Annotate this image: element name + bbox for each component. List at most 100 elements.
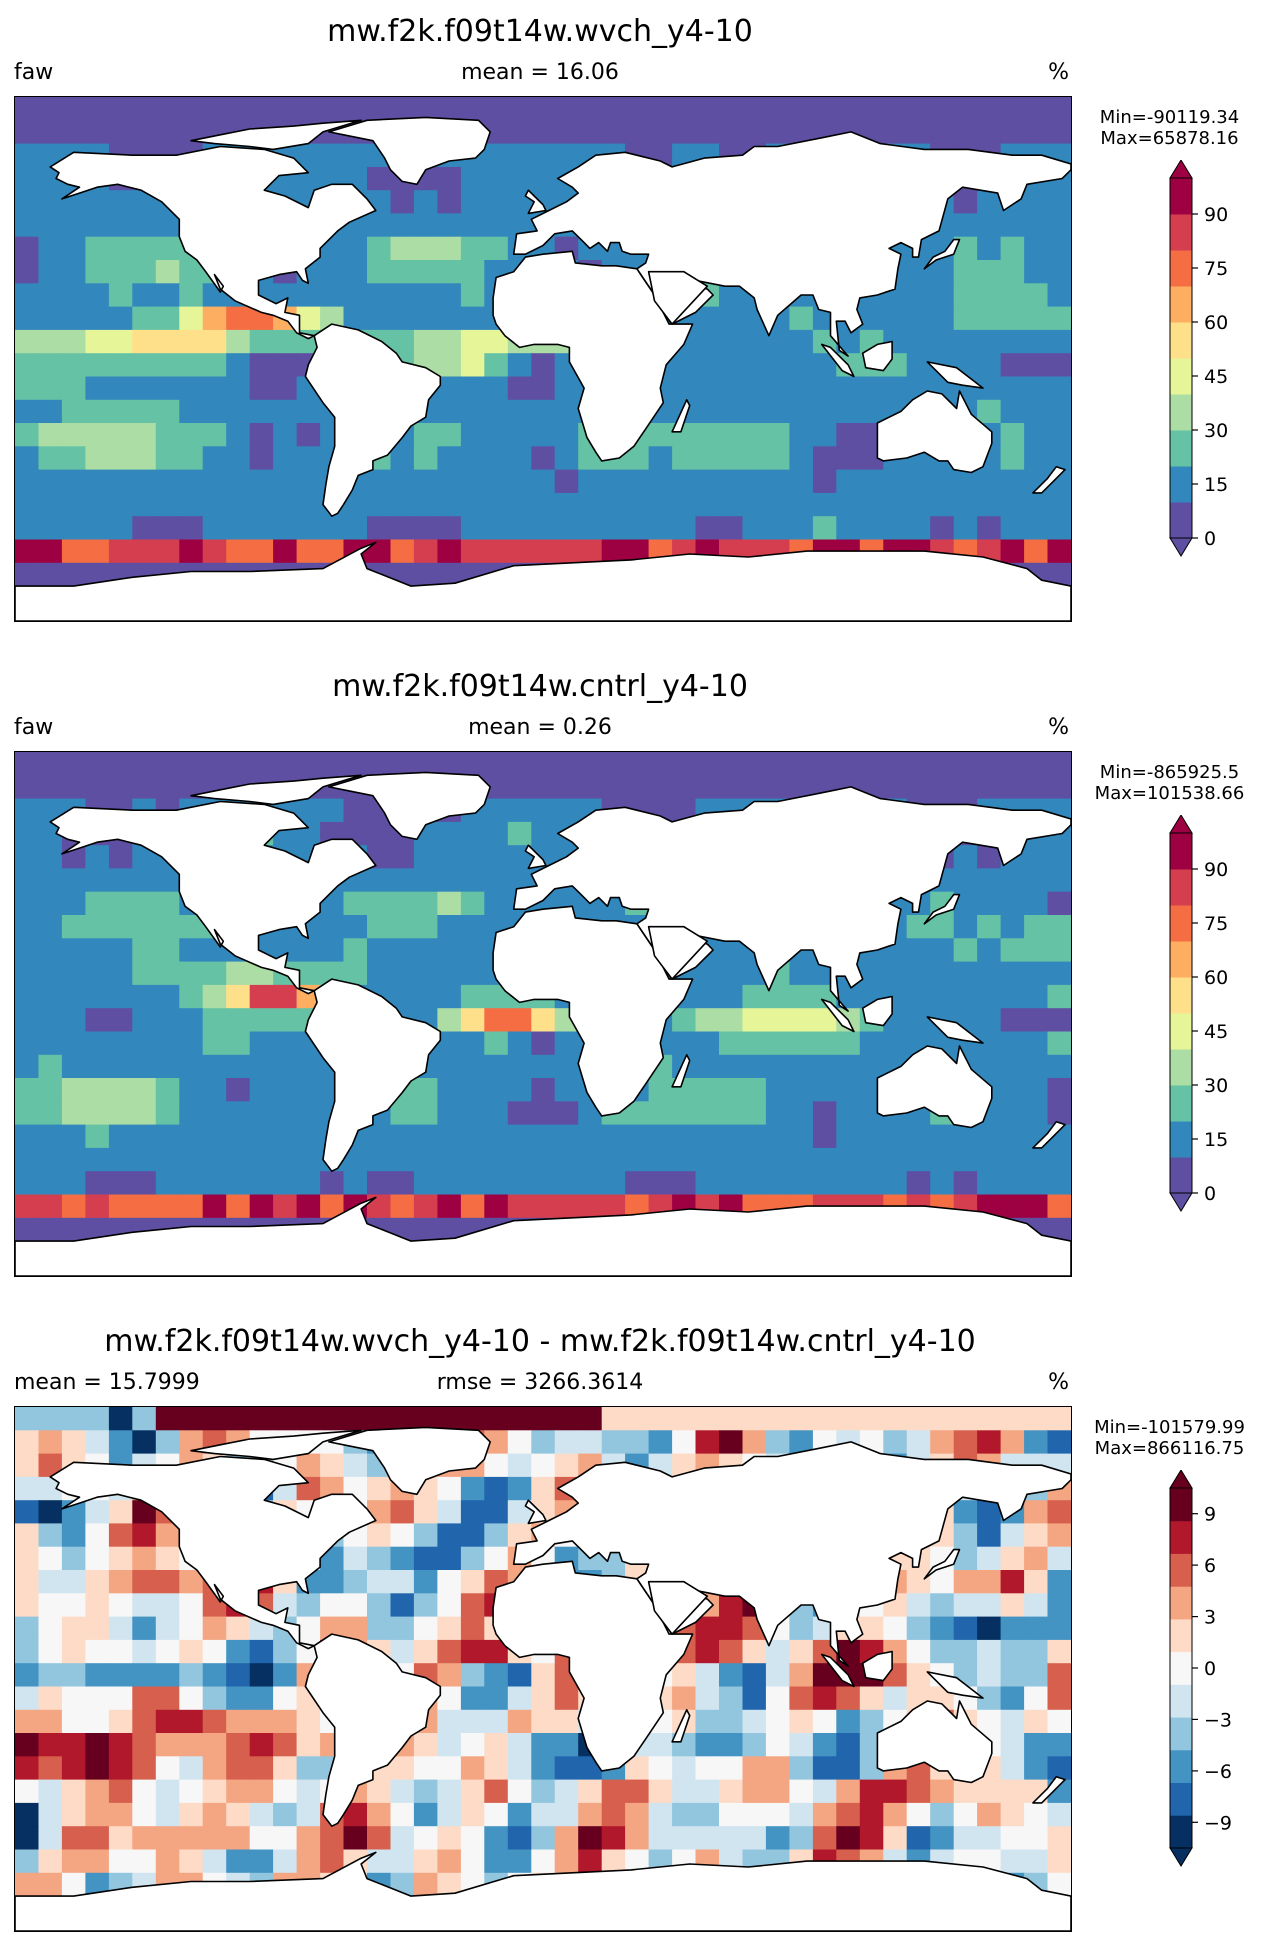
colorbar-outline [1169, 832, 1193, 1194]
colorbar-segment [1170, 1815, 1192, 1849]
landmass-south-america [304, 1633, 442, 1827]
colorbar-segment [1170, 1488, 1192, 1522]
panel-title: mw.f2k.f09t14w.wvch_y4-10 [327, 14, 753, 49]
colorbar-segment [1170, 466, 1192, 503]
landmass-new-guinea [926, 361, 984, 389]
colorbar-tick-label: 45 [1204, 1021, 1228, 1043]
min-value: Min=-101579.99 [1094, 1417, 1245, 1438]
colorbar-segment [1170, 977, 1192, 1014]
colorbar-segment [1170, 905, 1192, 942]
units-label: % [1048, 60, 1069, 85]
land-mask [15, 1426, 1071, 1931]
colorbar-segment [1170, 1121, 1192, 1158]
landmass-uk [524, 189, 547, 215]
landmass-africa [492, 1560, 694, 1772]
landmass-madagascar [671, 399, 691, 433]
colorbar-tick-label: 75 [1204, 258, 1228, 280]
landmass-africa [492, 250, 694, 462]
colorbar-tick-label: −9 [1204, 1812, 1232, 1834]
landmass-greenland [328, 1426, 491, 1496]
colorbar-tick-label: 0 [1204, 528, 1216, 550]
landmass-antarctica [15, 1851, 1071, 1931]
panel-cntrl: mw.f2k.f09t14w.cntrl_y4-10 faw mean = 0.… [0, 655, 1272, 1305]
landmass-north-america [49, 1455, 377, 1650]
colorbar-tick-label: 60 [1204, 312, 1228, 334]
colorbar-segment [1170, 178, 1192, 215]
landmass-new-zealand [1032, 1120, 1066, 1149]
landmass-arctic-islands [190, 1429, 362, 1461]
colorbar-extend-min [1169, 1192, 1193, 1212]
colorbar-body [1170, 833, 1192, 1194]
colorbar-segment [1170, 833, 1192, 870]
colorbar-outline [1169, 177, 1193, 539]
map-frame [14, 96, 1072, 622]
landmass-eurasia [512, 1441, 1071, 1667]
landmass-south-america [304, 323, 442, 517]
landmass-eurasia [512, 131, 1071, 357]
colorbar-segment [1170, 1717, 1192, 1751]
landmass-sumatra [820, 1653, 855, 1688]
colorbar-segment [1170, 1651, 1192, 1685]
rmse-label: rmse = 3266.3614 [436, 1370, 644, 1395]
colorbar-segment [1170, 358, 1192, 395]
colorbar-segment [1170, 869, 1192, 906]
land-mask [15, 116, 1071, 621]
landmass-arabia-fill [647, 270, 709, 325]
colorbar-tick-label: −6 [1204, 1761, 1232, 1783]
colorbar-segment [1170, 1013, 1192, 1050]
colorbar-tick-label: 0 [1204, 1658, 1216, 1680]
landmass-sumatra [820, 998, 855, 1033]
landmass-arctic-islands [190, 774, 362, 806]
min-max-readout: Min=-865925.5 Max=101538.66 [1082, 762, 1257, 804]
colorbar-segment [1170, 502, 1192, 539]
landmass-madagascar [671, 1054, 691, 1088]
mean-label: mean = 0.26 [468, 715, 612, 740]
units-label: % [1048, 1370, 1069, 1395]
mean-label: mean = 16.06 [461, 60, 619, 85]
landmass-new-guinea [926, 1671, 984, 1699]
colorbar-body [1170, 178, 1192, 539]
landmass-madagascar [671, 1709, 691, 1743]
colorbar-segment [1170, 1049, 1192, 1086]
colorbar-tick-label: 15 [1204, 1129, 1228, 1151]
colorbar-segment [1170, 1085, 1192, 1122]
colorbar-segment [1170, 941, 1192, 978]
min-max-readout: Min=-90119.34 Max=65878.16 [1082, 107, 1257, 149]
max-value: Max=101538.66 [1094, 783, 1245, 804]
min-max-readout: Min=-101579.99 Max=866116.75 [1082, 1417, 1257, 1459]
colorbar-extend-min [1169, 1847, 1193, 1867]
landmass-arabia-fill [647, 925, 709, 980]
variable-label: faw [14, 715, 54, 740]
colorbar-extend-min [1169, 537, 1193, 557]
colorbar-segment [1170, 1586, 1192, 1620]
colorbar-tick-label: −3 [1204, 1709, 1232, 1731]
colorbar-segment [1170, 250, 1192, 287]
panel-difference: mw.f2k.f09t14w.wvch_y4-10 - mw.f2k.f09t1… [0, 1310, 1272, 1960]
land-mask [15, 771, 1071, 1276]
panel-title: mw.f2k.f09t14w.cntrl_y4-10 [332, 669, 748, 704]
landmass-greenland [328, 116, 491, 186]
landmass-antarctica [15, 541, 1071, 621]
landmass-japan [923, 1548, 961, 1580]
colorbar-segment [1170, 394, 1192, 431]
landmass-arabia-fill [647, 1580, 709, 1635]
panel-title: mw.f2k.f09t14w.wvch_y4-10 - mw.f2k.f09t1… [104, 1324, 976, 1359]
landmass-antarctica [15, 1196, 1071, 1276]
colorbar-tick-label: 90 [1204, 204, 1228, 226]
variable-label: faw [14, 60, 54, 85]
landmass-arctic-islands [190, 119, 362, 151]
colorbar-tick-label: 3 [1204, 1607, 1216, 1629]
colorbar-segment [1170, 1520, 1192, 1554]
landmass-australia [876, 1700, 993, 1784]
colorbar: 0 15 30 45 60 75 90 [1169, 815, 1228, 1212]
colorbar: 0 15 30 45 60 75 90 [1169, 160, 1228, 557]
world-map [15, 752, 1071, 1276]
mean-label: mean = 15.7999 [14, 1370, 200, 1395]
colorbar-segment [1170, 1782, 1192, 1816]
units-label: % [1048, 715, 1069, 740]
world-map [15, 1407, 1071, 1931]
colorbar-tick-label: 9 [1204, 1504, 1216, 1526]
colorbar-tick-label: 90 [1204, 859, 1228, 881]
colorbar-tick-label: 0 [1204, 1183, 1216, 1205]
colorbar-segment [1170, 1553, 1192, 1587]
